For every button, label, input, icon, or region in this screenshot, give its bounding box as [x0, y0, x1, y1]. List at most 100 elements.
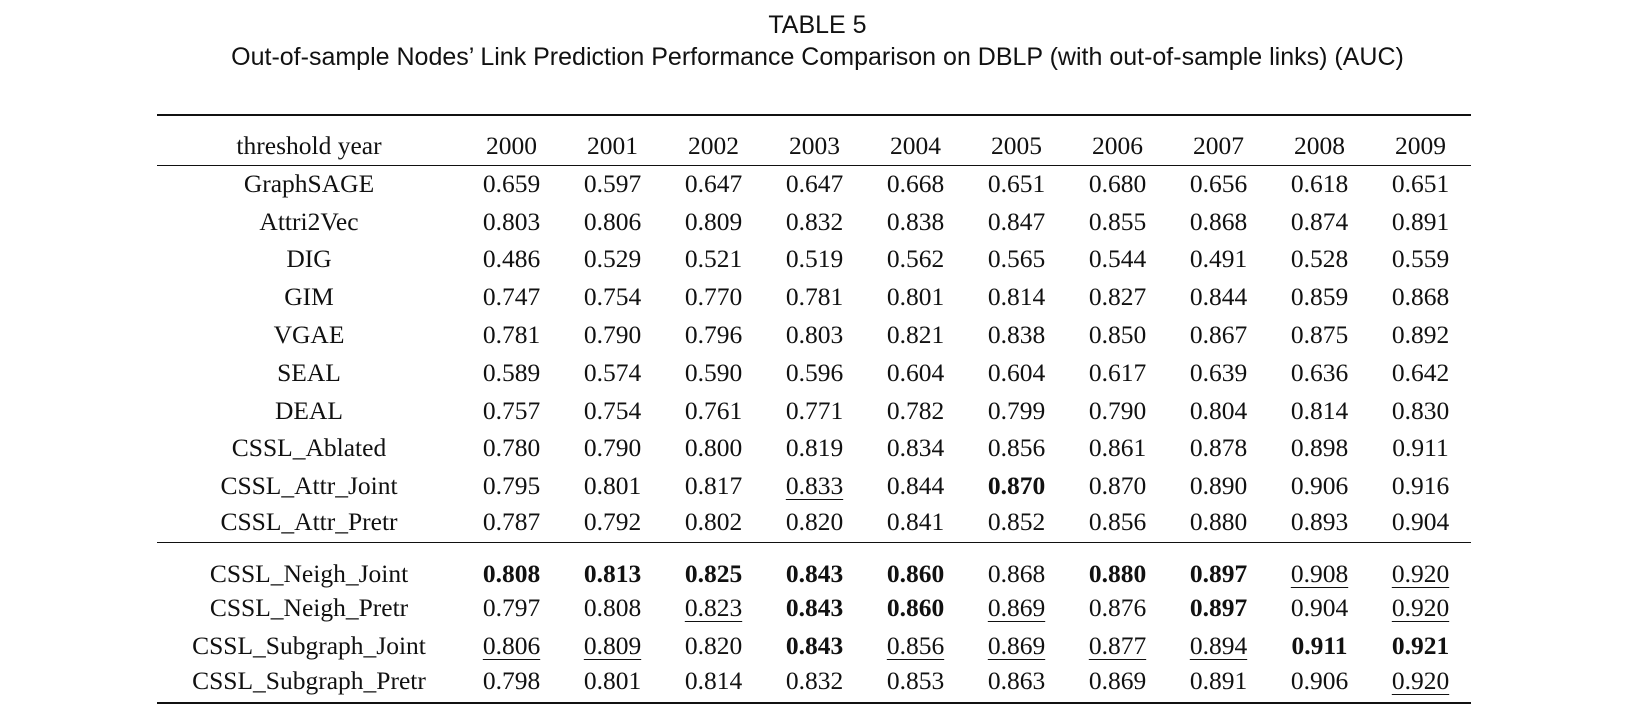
- auc-value-cell: 0.597: [562, 165, 663, 203]
- auc-value: 0.830: [1391, 395, 1450, 425]
- auc-value: 0.920: [1391, 666, 1450, 696]
- auc-value-cell: 0.790: [562, 430, 663, 468]
- auc-value-cell: 0.757: [461, 392, 562, 430]
- method-name: CSSL_Neigh_Joint: [157, 542, 461, 590]
- auc-value-cell: 0.589: [461, 354, 562, 392]
- auc-value: 0.876: [1088, 593, 1147, 623]
- auc-value: 0.860: [886, 593, 945, 623]
- auc-value: 0.782: [886, 395, 945, 425]
- auc-value: 0.906: [1290, 666, 1349, 696]
- table-row: VGAE 0.781 0.790 0.796 0.803 0.821 0.838 0.850 0…: [157, 316, 1471, 354]
- results-table-container: threshold year 2000 2001 2002 2003 2004 2005 2…: [157, 114, 1471, 704]
- auc-value-cell: 0.801: [562, 665, 663, 704]
- auc-value: 0.827: [1088, 282, 1147, 312]
- auc-value-cell: 0.911: [1370, 430, 1471, 468]
- auc-value-cell: 0.869: [966, 627, 1067, 665]
- auc-value-cell: 0.754: [562, 278, 663, 316]
- auc-value: 0.813: [583, 559, 642, 589]
- auc-value-cell: 0.806: [562, 203, 663, 241]
- auc-value: 0.843: [785, 631, 844, 661]
- auc-value-cell: 0.747: [461, 278, 562, 316]
- auc-value-cell: 0.820: [663, 627, 764, 665]
- auc-value: 0.521: [684, 244, 743, 274]
- auc-value-cell: 0.868: [966, 542, 1067, 590]
- auc-value: 0.850: [1088, 320, 1147, 350]
- auc-value-cell: 0.860: [865, 589, 966, 627]
- auc-value-cell: 0.486: [461, 241, 562, 279]
- auc-value-cell: 0.528: [1269, 241, 1370, 279]
- auc-value-cell: 0.562: [865, 241, 966, 279]
- header-year: 2006: [1067, 114, 1168, 166]
- auc-value-cell: 0.832: [764, 665, 865, 704]
- auc-value-cell: 0.869: [966, 589, 1067, 627]
- auc-value: 0.787: [482, 506, 541, 536]
- auc-value-cell: 0.798: [461, 665, 562, 704]
- auc-value-cell: 0.821: [865, 316, 966, 354]
- table-row: CSSL_Ablated 0.780 0.790 0.800 0.819 0.834 0.8…: [157, 430, 1471, 468]
- method-name: CSSL_Subgraph_Pretr: [157, 665, 461, 704]
- auc-value: 0.875: [1290, 320, 1349, 350]
- auc-value: 0.651: [1391, 169, 1450, 199]
- auc-value: 0.809: [684, 206, 743, 236]
- auc-value: 0.832: [785, 206, 844, 236]
- header-year: 2003: [764, 114, 865, 166]
- auc-value: 0.843: [785, 559, 844, 589]
- auc-value: 0.820: [785, 506, 844, 536]
- auc-value-cell: 0.809: [562, 627, 663, 665]
- auc-value: 0.856: [987, 433, 1046, 463]
- auc-value: 0.668: [886, 169, 945, 199]
- auc-value-cell: 0.874: [1269, 203, 1370, 241]
- auc-value: 0.869: [987, 631, 1046, 661]
- auc-value: 0.920: [1391, 593, 1450, 623]
- auc-value: 0.790: [583, 433, 642, 463]
- auc-value-cell: 0.868: [1168, 203, 1269, 241]
- auc-value: 0.590: [684, 357, 743, 387]
- table-row: CSSL_Attr_Pretr 0.787 0.792 0.802 0.820 0.841…: [157, 505, 1471, 543]
- auc-value-cell: 0.868: [1370, 278, 1471, 316]
- auc-value: 0.904: [1391, 506, 1450, 536]
- auc-value: 0.814: [987, 282, 1046, 312]
- auc-value-cell: 0.647: [663, 165, 764, 203]
- auc-value: 0.519: [785, 244, 844, 274]
- auc-value: 0.847: [987, 206, 1046, 236]
- auc-value-cell: 0.809: [663, 203, 764, 241]
- auc-value: 0.806: [583, 206, 642, 236]
- auc-value: 0.869: [987, 593, 1046, 623]
- auc-value-cell: 0.898: [1269, 430, 1370, 468]
- auc-value-cell: 0.834: [865, 430, 966, 468]
- auc-value-cell: 0.799: [966, 392, 1067, 430]
- auc-value: 0.874: [1290, 206, 1349, 236]
- auc-value: 0.853: [886, 666, 945, 696]
- auc-value: 0.798: [482, 666, 541, 696]
- auc-value: 0.880: [1189, 506, 1248, 536]
- auc-value: 0.803: [482, 206, 541, 236]
- auc-value-cell: 0.856: [1067, 505, 1168, 543]
- auc-value-cell: 0.894: [1168, 627, 1269, 665]
- auc-value-cell: 0.781: [461, 316, 562, 354]
- auc-value: 0.861: [1088, 433, 1147, 463]
- method-name: CSSL_Ablated: [231, 433, 387, 463]
- auc-value-cell: 0.892: [1370, 316, 1471, 354]
- auc-value: 0.897: [1189, 593, 1248, 623]
- auc-value: 0.801: [583, 666, 642, 696]
- auc-value-cell: 0.893: [1269, 505, 1370, 543]
- auc-value: 0.898: [1290, 433, 1349, 463]
- auc-value-cell: 0.800: [663, 430, 764, 468]
- method-name: CSSL_Subgraph_Joint: [192, 631, 426, 661]
- auc-value-cell: 0.559: [1370, 241, 1471, 279]
- results-table: threshold year 2000 2001 2002 2003 2004 2005 2…: [157, 114, 1471, 704]
- auc-value-cell: 0.878: [1168, 430, 1269, 468]
- auc-value-cell: 0.859: [1269, 278, 1370, 316]
- auc-value: 0.801: [886, 282, 945, 312]
- auc-value: 0.880: [1088, 559, 1147, 589]
- auc-value: 0.908: [1290, 559, 1349, 589]
- auc-value: 0.844: [886, 471, 945, 501]
- auc-value-cell: 0.544: [1067, 241, 1168, 279]
- auc-value: 0.891: [1189, 666, 1248, 696]
- auc-value-cell: 0.904: [1370, 505, 1471, 543]
- auc-value: 0.838: [987, 320, 1046, 350]
- auc-value: 0.491: [1189, 244, 1248, 274]
- auc-value-cell: 0.819: [764, 430, 865, 468]
- auc-value-cell: 0.797: [461, 589, 562, 627]
- header-threshold-year: threshold year: [157, 114, 461, 166]
